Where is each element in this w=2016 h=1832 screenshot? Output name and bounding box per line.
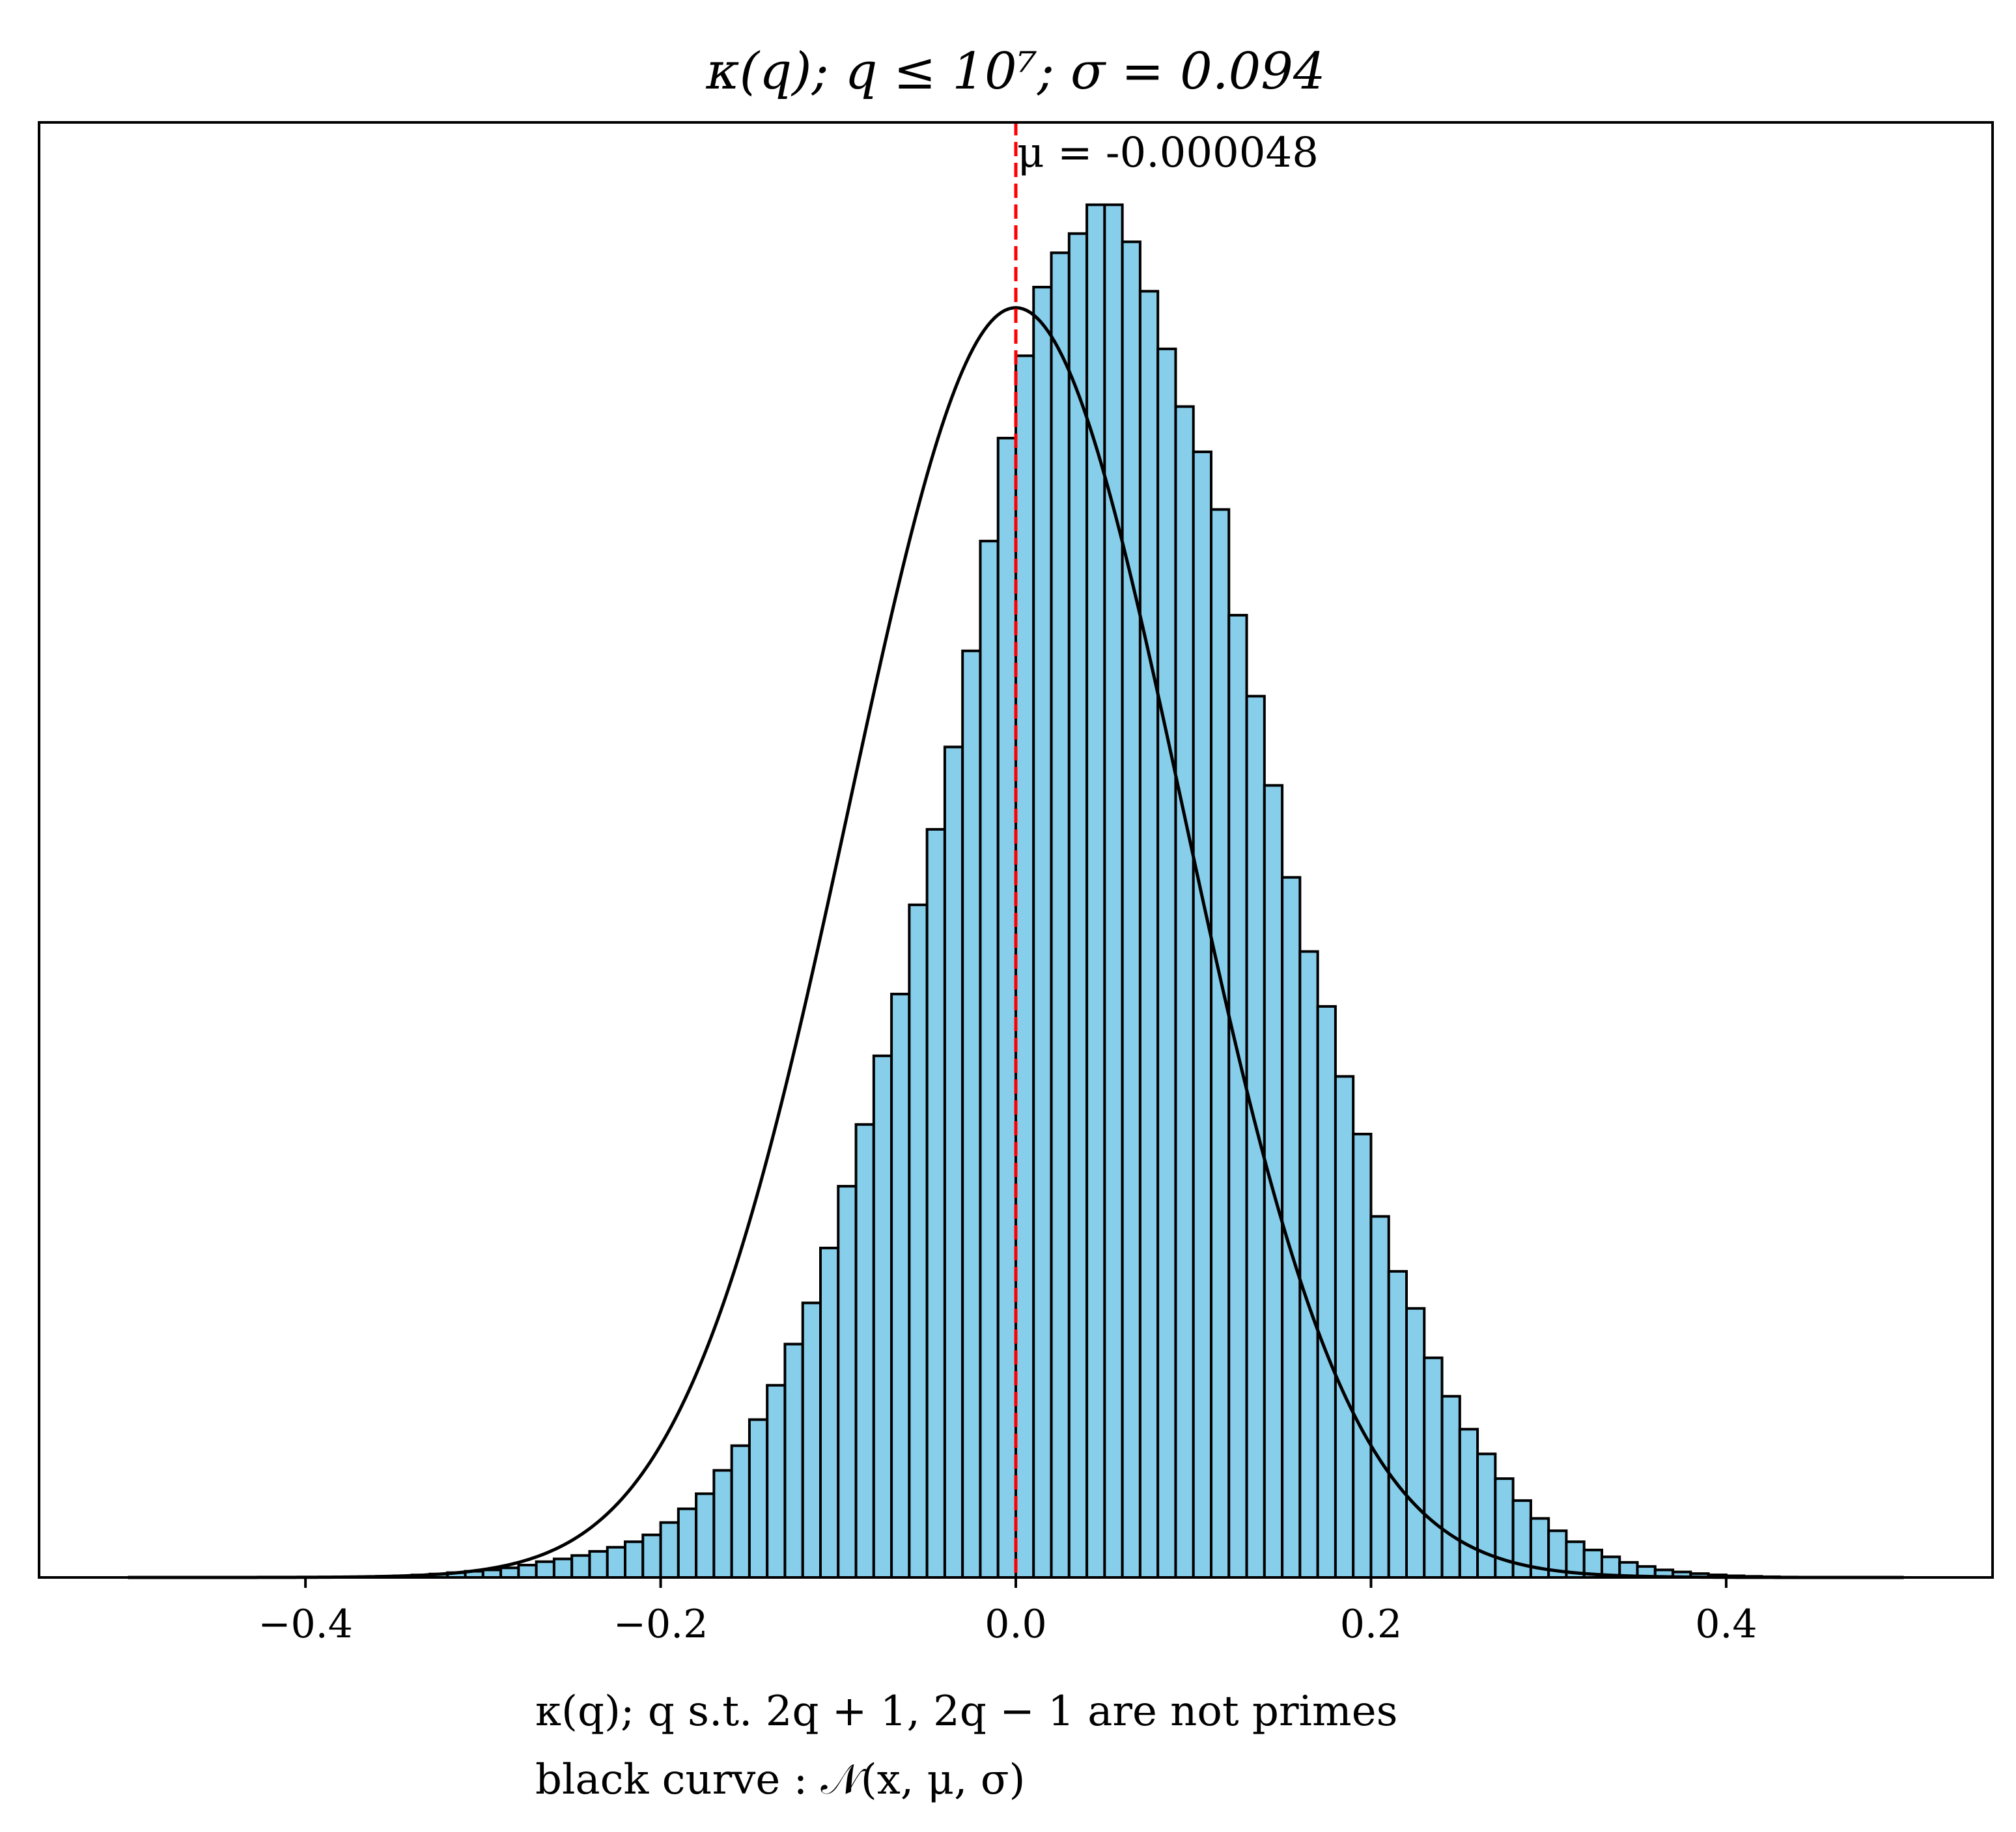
histogram-bar (730, 1444, 751, 1579)
histogram-bar (1263, 784, 1284, 1579)
histogram-bar (1210, 508, 1231, 1579)
x-axis-label-line2: black curve : 𝒩(x, μ, σ) (535, 1756, 1026, 1804)
histogram-bar (801, 1301, 822, 1579)
histogram-bar (1245, 695, 1266, 1579)
histogram-bar (996, 436, 1018, 1579)
mean-annotation: μ = -0.000048 (1017, 129, 1319, 177)
histogram-bar (1192, 451, 1213, 1579)
histogram-bar (1458, 1428, 1479, 1579)
histogram-bar (1032, 286, 1053, 1579)
histogram-bar (837, 1185, 858, 1579)
histogram-bar (1050, 251, 1071, 1579)
histogram-bar (1298, 950, 1319, 1579)
histogram-bar (1369, 1215, 1390, 1579)
histogram-bar (695, 1492, 716, 1579)
histogram-bar (766, 1383, 787, 1579)
histogram-bar (624, 1540, 645, 1579)
histogram-bar (1138, 290, 1160, 1579)
histogram-bar (1015, 354, 1035, 1579)
chart-title: κ(q); q ≤ 10⁷; σ = 0.094 (706, 42, 1326, 101)
x-tick-label: −0.4 (258, 1602, 353, 1647)
histogram-bar (1067, 232, 1089, 1579)
x-tick-label: 0.2 (1340, 1602, 1402, 1647)
histogram-bar (712, 1469, 733, 1579)
x-axis-label-line1: κ(q); q s.t. 2q + 1, 2q − 1 are not prim… (535, 1687, 1397, 1736)
histogram-bar (748, 1418, 769, 1579)
histogram-bar (1156, 347, 1177, 1579)
x-axis-ticks: −0.4 −0.2 0.0 0.2 0.4 (258, 1577, 1757, 1647)
histogram-bar (890, 992, 911, 1579)
histogram-bar (499, 1566, 520, 1579)
histogram-bar (1405, 1307, 1426, 1579)
histogram-bar (552, 1557, 574, 1579)
histogram-bar (1423, 1356, 1444, 1579)
x-tick-label: 0.0 (985, 1602, 1046, 1647)
histogram-bar (517, 1564, 538, 1579)
histogram-bar (1085, 203, 1106, 1579)
histogram-bar (588, 1549, 609, 1579)
histogram-bar (1174, 405, 1195, 1579)
histogram-bar (854, 1123, 875, 1579)
histogram-bar (1121, 240, 1141, 1579)
histogram-bar (979, 540, 1000, 1579)
histogram-bar (1227, 613, 1248, 1579)
histogram-bar (570, 1554, 591, 1579)
histogram-bar (535, 1560, 555, 1579)
histogram-bar (961, 649, 982, 1579)
histogram-bar (1387, 1270, 1408, 1579)
histogram-bar (908, 903, 929, 1579)
histogram-bar (872, 1054, 893, 1579)
x-tick-label: 0.4 (1695, 1602, 1757, 1647)
histogram-bar (677, 1507, 698, 1579)
histogram-bar (819, 1246, 840, 1579)
histogram-bar (783, 1342, 804, 1579)
histogram-bar (925, 827, 946, 1579)
histogram-bar (1334, 1075, 1355, 1579)
histogram-bar (641, 1533, 662, 1579)
histogram-bar (1352, 1132, 1373, 1579)
histogram-bar (943, 745, 964, 1579)
histogram-bar (659, 1521, 680, 1579)
histogram-bar (606, 1546, 627, 1579)
histogram-bar (1316, 1005, 1337, 1579)
histogram-bar (1440, 1395, 1461, 1579)
x-tick-label: −0.2 (613, 1602, 708, 1647)
histogram-bar (1476, 1452, 1497, 1579)
normal-curve (128, 306, 1904, 1579)
histogram-bar (1103, 203, 1124, 1579)
